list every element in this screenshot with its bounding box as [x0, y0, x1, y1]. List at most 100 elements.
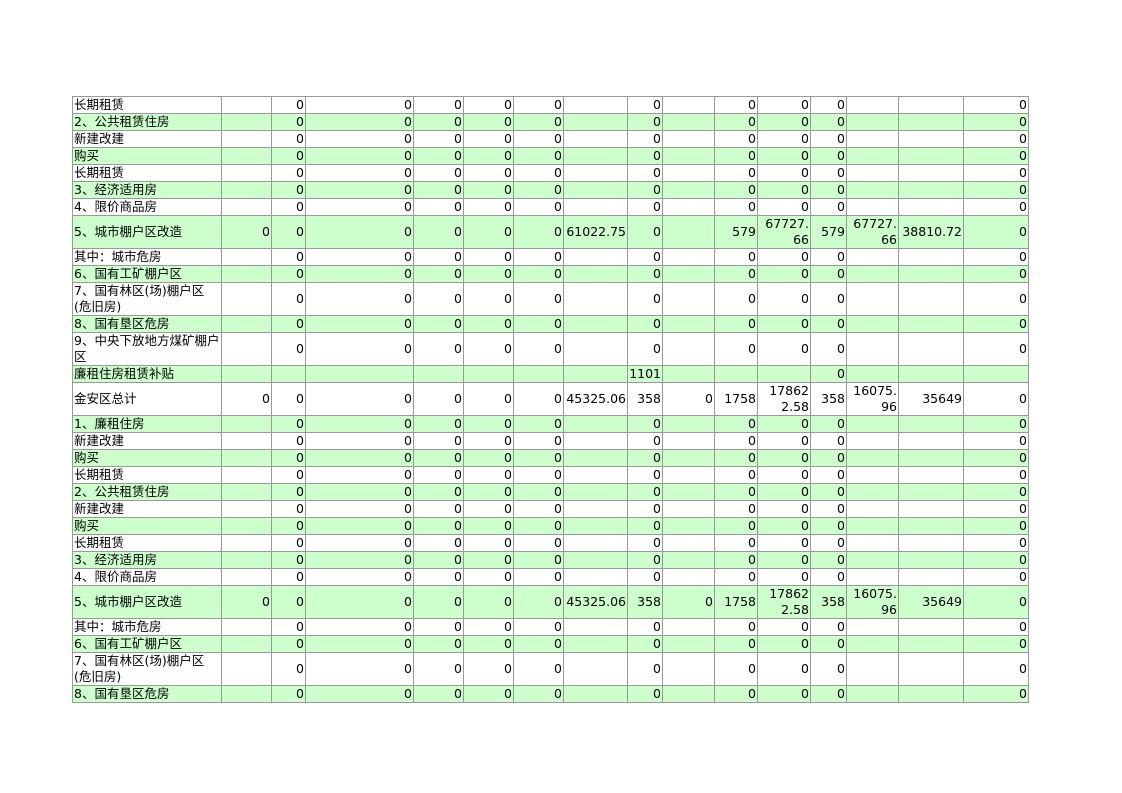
- row-label-cell: 4、限价商品房: [72, 568, 222, 586]
- row-label-cell: 长期租赁: [72, 534, 222, 552]
- table-row: 新建改建 0 0 0 0 0 0 0 0 0 0: [72, 432, 1029, 450]
- value-cell: 0: [305, 635, 414, 653]
- value-cell: [846, 265, 899, 283]
- value-cell: 0: [757, 332, 811, 366]
- value-cell: 0: [413, 113, 464, 131]
- value-cell: [898, 164, 964, 182]
- value-cell: 0: [513, 517, 564, 535]
- table-row: 4、限价商品房 0 0 0 0 0 0 0 0 0 0: [72, 198, 1029, 216]
- value-cell: 0: [413, 466, 464, 484]
- value-cell: 0: [757, 130, 811, 148]
- value-cell: 0: [413, 130, 464, 148]
- value-cell: [221, 198, 272, 216]
- value-cell: 0: [963, 685, 1029, 703]
- value-cell: 0: [757, 635, 811, 653]
- value-cell: [221, 130, 272, 148]
- value-cell: 178622.58: [757, 382, 811, 416]
- value-cell: 0: [810, 198, 847, 216]
- value-cell: 0: [413, 147, 464, 165]
- value-cell: 0: [963, 147, 1029, 165]
- value-cell: [271, 365, 306, 383]
- value-cell: 0: [963, 96, 1029, 114]
- value-cell: 0: [757, 483, 811, 501]
- value-cell: 0: [963, 534, 1029, 552]
- value-cell: [898, 500, 964, 518]
- value-cell: 0: [413, 282, 464, 316]
- value-cell: [898, 652, 964, 686]
- value-cell: 0: [714, 332, 758, 366]
- value-cell: [662, 618, 715, 636]
- value-cell: 0: [963, 618, 1029, 636]
- value-cell: [898, 466, 964, 484]
- value-cell: 0: [271, 551, 306, 569]
- value-cell: 0: [413, 635, 464, 653]
- value-cell: 0: [413, 551, 464, 569]
- value-cell: 0: [662, 382, 715, 416]
- value-cell: 0: [627, 265, 663, 283]
- table-row: 购买 0 0 0 0 0 0 0 0 0 0: [72, 147, 1029, 165]
- value-cell: [221, 265, 272, 283]
- value-cell: [846, 248, 899, 266]
- value-cell: 0: [963, 181, 1029, 199]
- value-cell: [898, 635, 964, 653]
- value-cell: [221, 500, 272, 518]
- value-cell: 0: [963, 382, 1029, 416]
- value-cell: [662, 181, 715, 199]
- value-cell: 35649: [898, 585, 964, 619]
- value-cell: 0: [271, 181, 306, 199]
- value-cell: 0: [413, 652, 464, 686]
- value-cell: [221, 517, 272, 535]
- value-cell: [221, 568, 272, 586]
- value-cell: [898, 198, 964, 216]
- value-cell: 0: [810, 568, 847, 586]
- value-cell: 1101: [627, 365, 663, 383]
- value-cell: 0: [963, 164, 1029, 182]
- value-cell: 0: [757, 652, 811, 686]
- value-cell: [563, 198, 628, 216]
- value-cell: 0: [305, 164, 414, 182]
- value-cell: 67727.66: [757, 215, 811, 249]
- value-cell: 0: [305, 332, 414, 366]
- value-cell: 0: [271, 432, 306, 450]
- value-cell: 0: [271, 282, 306, 316]
- value-cell: 0: [810, 466, 847, 484]
- value-cell: 45325.06: [563, 585, 628, 619]
- value-cell: [898, 551, 964, 569]
- value-cell: 0: [714, 618, 758, 636]
- value-cell: 0: [271, 198, 306, 216]
- table-row: 购买 0 0 0 0 0 0 0 0 0 0: [72, 517, 1029, 535]
- value-cell: 1758: [714, 382, 758, 416]
- value-cell: 0: [271, 130, 306, 148]
- value-cell: 0: [305, 96, 414, 114]
- value-cell: 0: [757, 282, 811, 316]
- table-row: 1、廉租住房 0 0 0 0 0 0 0 0 0 0: [72, 415, 1029, 433]
- value-cell: [846, 113, 899, 131]
- value-cell: [662, 198, 715, 216]
- value-cell: 0: [810, 147, 847, 165]
- value-cell: 16075.96: [846, 382, 899, 416]
- table-row: 6、国有工矿棚户区 0 0 0 0 0 0 0 0 0 0: [72, 265, 1029, 283]
- value-cell: 0: [463, 500, 514, 518]
- value-cell: 0: [463, 685, 514, 703]
- table-row: 长期租赁 0 0 0 0 0 0 0 0 0 0: [72, 96, 1029, 114]
- value-cell: 35649: [898, 382, 964, 416]
- value-cell: 0: [714, 315, 758, 333]
- value-cell: 0: [271, 96, 306, 114]
- value-cell: 0: [662, 585, 715, 619]
- value-cell: [563, 466, 628, 484]
- value-cell: [221, 96, 272, 114]
- value-cell: 0: [627, 332, 663, 366]
- value-cell: [221, 432, 272, 450]
- value-cell: 0: [757, 534, 811, 552]
- value-cell: 0: [627, 500, 663, 518]
- value-cell: 0: [513, 198, 564, 216]
- value-cell: 0: [305, 415, 414, 433]
- value-cell: 0: [413, 315, 464, 333]
- value-cell: 0: [271, 113, 306, 131]
- table-row: 5、城市棚户区改造 0 0 0 0 0 0 45325.06 358 0 1758 178622.58…: [72, 585, 1029, 619]
- value-cell: [898, 432, 964, 450]
- value-cell: [463, 365, 514, 383]
- value-cell: 0: [627, 198, 663, 216]
- value-cell: 0: [271, 415, 306, 433]
- value-cell: [221, 282, 272, 316]
